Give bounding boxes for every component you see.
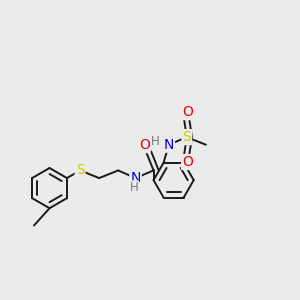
Text: O: O bbox=[182, 105, 193, 119]
Text: H: H bbox=[151, 136, 160, 148]
Text: N: N bbox=[164, 138, 174, 152]
Text: O: O bbox=[182, 155, 193, 169]
Text: N: N bbox=[130, 171, 141, 185]
Text: H: H bbox=[129, 181, 138, 194]
Text: O: O bbox=[139, 138, 150, 152]
Text: S: S bbox=[182, 130, 191, 144]
Text: S: S bbox=[76, 164, 85, 177]
